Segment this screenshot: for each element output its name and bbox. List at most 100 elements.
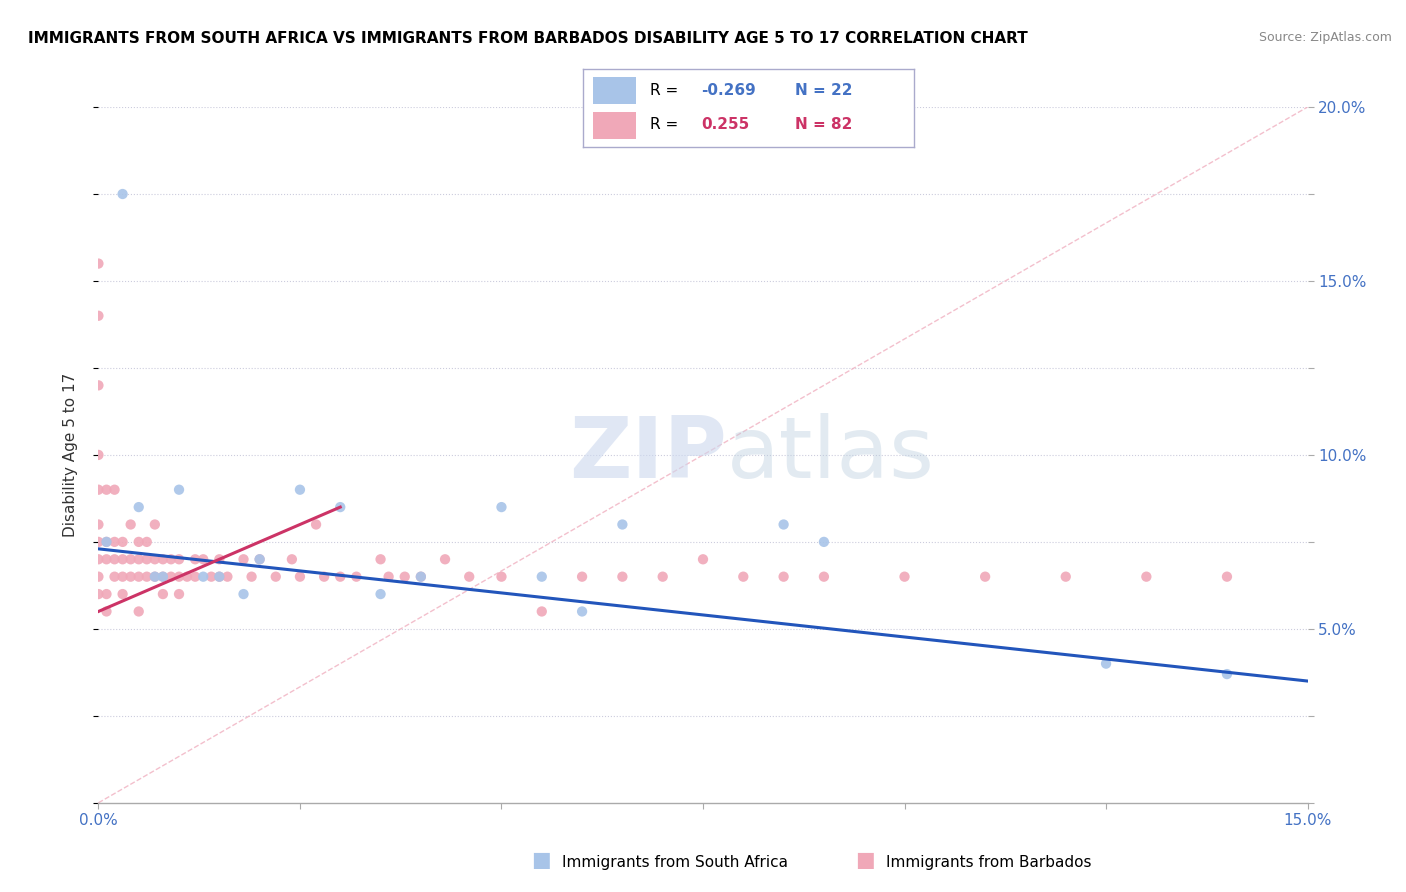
Point [111, 570, 134, 584]
Point [87, 587, 110, 601]
Point [1216, 570, 1239, 584]
Point [409, 570, 432, 584]
Point [87, 517, 110, 532]
Point [96, 534, 118, 549]
Point [184, 552, 207, 566]
Point [370, 587, 392, 601]
Point [1135, 570, 1157, 584]
Bar [593, 112, 637, 139]
Point [135, 552, 157, 566]
Point [87, 309, 110, 323]
Point [87, 570, 110, 584]
Text: ZIP: ZIP [569, 413, 727, 497]
Point [692, 552, 714, 566]
Point [120, 517, 142, 532]
Point [1216, 667, 1239, 681]
Point [651, 570, 673, 584]
Point [240, 570, 263, 584]
Point [184, 570, 207, 584]
Point [530, 605, 553, 619]
Point [281, 552, 304, 566]
Point [152, 587, 174, 601]
Point [120, 552, 142, 566]
Point [103, 552, 125, 566]
Point [193, 552, 215, 566]
Point [370, 552, 392, 566]
Point [103, 534, 125, 549]
Point [160, 552, 183, 566]
Point [128, 500, 150, 514]
Point [143, 570, 166, 584]
Point [612, 570, 634, 584]
Point [96, 483, 118, 497]
Point [160, 570, 183, 584]
Point [217, 570, 239, 584]
Point [103, 570, 125, 584]
Text: Immigrants from South Africa: Immigrants from South Africa [562, 855, 789, 870]
Point [813, 534, 835, 549]
Point [167, 483, 190, 497]
Text: R =: R = [650, 118, 688, 132]
Point [111, 187, 134, 202]
Point [128, 534, 150, 549]
Point [128, 552, 150, 566]
Point [87, 552, 110, 566]
Text: IMMIGRANTS FROM SOUTH AFRICA VS IMMIGRANTS FROM BARBADOS DISABILITY AGE 5 TO 17 : IMMIGRANTS FROM SOUTH AFRICA VS IMMIGRAN… [28, 31, 1028, 46]
Point [1054, 570, 1077, 584]
Point [193, 570, 215, 584]
Point [111, 534, 134, 549]
Point [232, 552, 254, 566]
Point [152, 570, 174, 584]
Point [111, 587, 134, 601]
Point [344, 570, 367, 584]
Text: Source: ZipAtlas.com: Source: ZipAtlas.com [1258, 31, 1392, 45]
Point [135, 570, 157, 584]
Point [176, 570, 198, 584]
Point [208, 552, 231, 566]
Point [329, 500, 352, 514]
Point [96, 587, 118, 601]
Point [893, 570, 915, 584]
Point [288, 570, 311, 584]
Point [772, 517, 794, 532]
Point [200, 570, 222, 584]
Point [733, 570, 755, 584]
Point [87, 448, 110, 462]
Point [409, 570, 432, 584]
Text: atlas: atlas [727, 413, 935, 497]
Point [232, 587, 254, 601]
Text: Immigrants from Barbados: Immigrants from Barbados [886, 855, 1091, 870]
Point [394, 570, 416, 584]
Text: -0.269: -0.269 [700, 83, 755, 98]
Point [120, 570, 142, 584]
Point [1095, 657, 1118, 671]
Point [491, 500, 513, 514]
Point [111, 552, 134, 566]
Point [128, 605, 150, 619]
Point [143, 552, 166, 566]
Text: 0.255: 0.255 [700, 118, 749, 132]
Point [571, 570, 593, 584]
Text: ■: ■ [531, 850, 551, 870]
Point [612, 517, 634, 532]
Text: ■: ■ [855, 850, 875, 870]
Point [377, 570, 399, 584]
Point [87, 378, 110, 392]
Point [305, 517, 328, 532]
Point [167, 570, 190, 584]
Point [135, 534, 157, 549]
Text: N = 82: N = 82 [794, 118, 852, 132]
Point [208, 570, 231, 584]
Point [571, 605, 593, 619]
Point [288, 483, 311, 497]
Point [434, 552, 457, 566]
Point [87, 256, 110, 270]
Point [143, 517, 166, 532]
Point [813, 570, 835, 584]
Point [167, 552, 190, 566]
Bar [593, 77, 637, 104]
Point [974, 570, 997, 584]
Point [208, 570, 231, 584]
Point [87, 483, 110, 497]
Point [167, 587, 190, 601]
